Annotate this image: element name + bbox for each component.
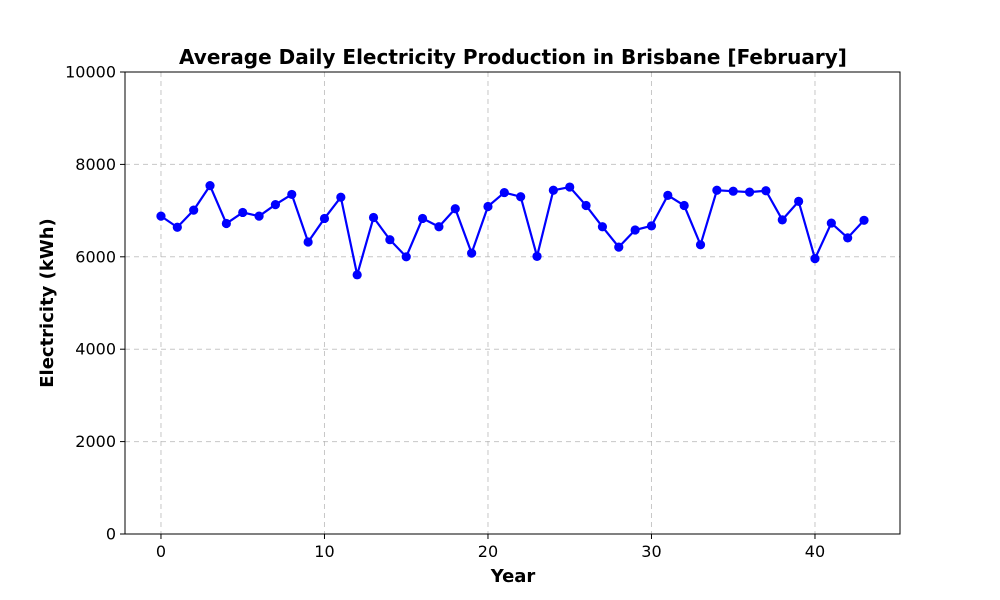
data-point [516,192,526,202]
data-point [401,252,411,262]
data-point [859,215,869,225]
data-point [238,207,248,218]
data-point [777,215,787,225]
data-point [368,212,379,223]
data-point [450,204,460,214]
data-point [646,221,657,231]
data-point [614,242,624,252]
data-point [581,200,591,211]
x-tick-label: 0 [156,542,166,561]
data-point [826,218,836,228]
data-point [417,213,428,224]
x-tick-label: 30 [641,542,661,561]
marker-layer [156,181,869,280]
data-point [695,240,706,250]
data-point [254,211,264,221]
chart-title: Average Daily Electricity Production in … [179,45,847,69]
data-point [205,181,215,191]
data-point [597,222,608,232]
y-tick-label: 4000 [75,340,116,359]
x-tick-label: 40 [805,542,825,561]
tick-layer: 0 10 20 30 40 0 2000 4000 6000 8000 10000 [65,63,825,562]
data-point [156,211,166,221]
data-point [794,196,804,206]
data-point [679,200,689,211]
y-tick-label: 10000 [65,63,116,82]
data-point [172,222,182,232]
data-point [287,189,297,200]
data-point [434,222,444,232]
data-point [532,251,542,261]
data-point [319,213,330,224]
data-point [744,187,755,197]
data-point [352,270,362,280]
data-point [810,254,820,264]
grid-layer [125,72,900,534]
data-point [548,185,558,195]
data-point [761,186,771,196]
plot-area-frame [124,71,901,535]
series-line [160,183,865,276]
data-point [385,235,395,245]
data-point [303,237,313,247]
data-point [221,218,231,229]
data-point [467,248,477,258]
y-axis-label: Electricity (kWh) [37,218,58,388]
data-point [565,182,575,192]
data-point [483,201,493,212]
data-point [843,233,853,243]
data-point [270,199,281,210]
y-tick-label: 0 [106,525,116,544]
x-tick-label: 10 [314,542,334,561]
x-axis-label: Year [490,566,536,587]
data-point [189,205,199,215]
data-point [336,192,346,202]
y-tick-label: 8000 [75,155,116,174]
data-point [630,225,640,235]
y-tick-label: 2000 [75,432,116,451]
x-tick-label: 20 [478,542,498,561]
data-point [728,186,738,196]
y-tick-label: 6000 [75,247,116,266]
data-point [663,190,673,200]
data-point [499,187,509,198]
data-point [712,185,722,195]
